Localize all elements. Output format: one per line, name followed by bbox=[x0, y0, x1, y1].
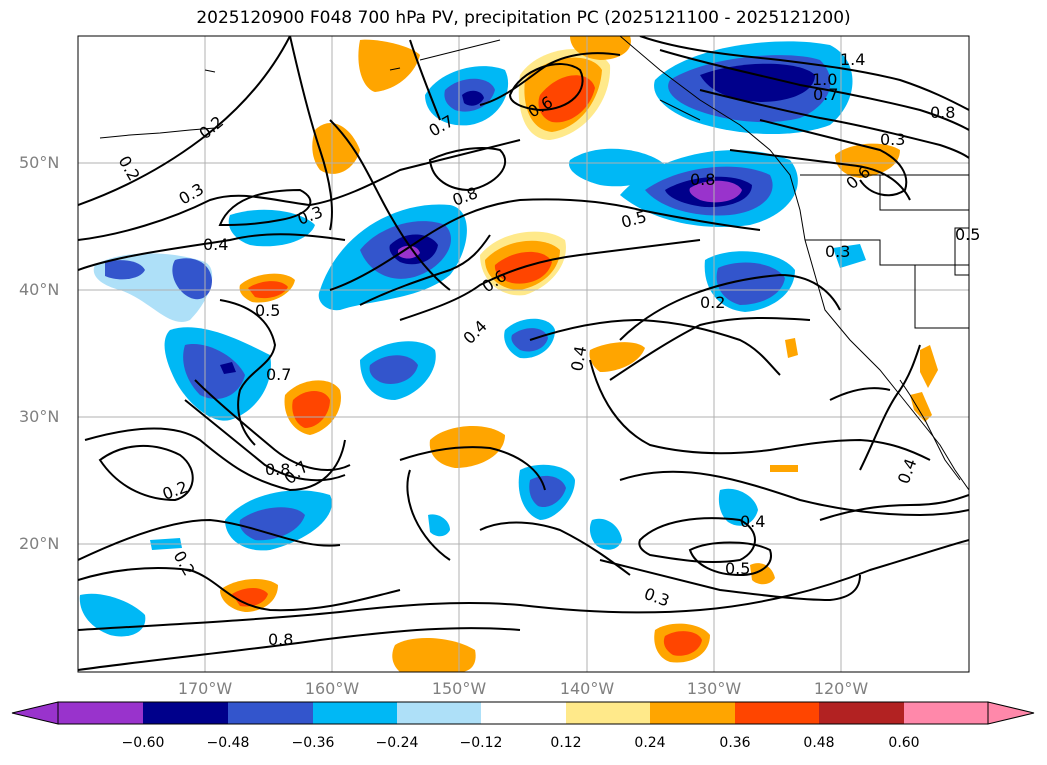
colorbar-tick: −0.60 bbox=[121, 735, 165, 751]
lat-label: 40°N bbox=[19, 280, 60, 299]
contour-label: 0.8 bbox=[268, 630, 293, 649]
colorbar-segment bbox=[735, 702, 819, 724]
lon-label: 170°W bbox=[177, 679, 233, 698]
colorbar-tick: −0.48 bbox=[206, 735, 250, 751]
colorbar-tick: 0.36 bbox=[719, 735, 751, 751]
colorbar-tick: 0.48 bbox=[803, 735, 835, 751]
contour-label: 0.2 bbox=[170, 548, 199, 580]
graticule bbox=[78, 36, 969, 672]
contour-label: 0.3 bbox=[642, 584, 672, 611]
contour-label: 0.8 bbox=[690, 170, 715, 189]
contour-label: 0.3 bbox=[295, 202, 325, 229]
colorbar-segment bbox=[313, 702, 397, 724]
colorbar-segment bbox=[481, 702, 566, 724]
contour-label: 0.4 bbox=[567, 344, 590, 372]
contour-label: 0.2 bbox=[160, 477, 190, 504]
contour-label: 0.5 bbox=[619, 207, 649, 232]
colorbar-segment bbox=[143, 702, 228, 724]
colorbar-tick: −0.24 bbox=[375, 735, 419, 751]
lon-label: 120°W bbox=[813, 679, 869, 698]
lat-label: 30°N bbox=[19, 407, 60, 426]
contour-label: 0.3 bbox=[825, 242, 850, 261]
contour-label: 0.3 bbox=[880, 130, 905, 149]
colorbar-extend-high bbox=[987, 701, 1035, 725]
contour-label: 0.2 bbox=[195, 112, 227, 143]
lon-label: 150°W bbox=[431, 679, 487, 698]
colorbar-extend-low bbox=[11, 701, 59, 725]
colorbar-segment bbox=[58, 702, 143, 724]
contour-label: 0.4 bbox=[894, 456, 921, 486]
contour-label: 0.4 bbox=[459, 316, 490, 347]
contour-label: 0.5 bbox=[955, 225, 980, 244]
contour-label: 0.7 bbox=[813, 85, 838, 104]
coastlines bbox=[99, 36, 969, 491]
contour-label: 1.0 bbox=[812, 70, 837, 89]
lon-label: 140°W bbox=[559, 679, 615, 698]
colorbar bbox=[11, 701, 1035, 725]
lon-label: 130°W bbox=[686, 679, 742, 698]
contour-label: 0.5 bbox=[255, 301, 280, 320]
contour-label: 0.8 bbox=[930, 103, 955, 122]
contour-label: 0.2 bbox=[700, 293, 725, 312]
lat-label: 50°N bbox=[19, 153, 60, 172]
colorbar-tick: −0.12 bbox=[459, 735, 503, 751]
contour-label: 1.4 bbox=[840, 50, 865, 69]
colorbar-tick: −0.36 bbox=[291, 735, 335, 751]
contour-label: 0.8 bbox=[265, 460, 290, 479]
contour-label: 0.4 bbox=[740, 512, 765, 531]
colorbar-tick: 0.12 bbox=[550, 735, 582, 751]
contour-label: 0.5 bbox=[725, 559, 750, 578]
colorbar-segment bbox=[650, 702, 735, 724]
lat-label: 20°N bbox=[19, 534, 60, 553]
colorbar-segment bbox=[566, 702, 650, 724]
colorbar-segment bbox=[228, 702, 313, 724]
colorbar-segment bbox=[904, 702, 988, 724]
contour-label: 0.7 bbox=[266, 365, 291, 384]
colorbar-tick: 0.60 bbox=[888, 735, 920, 751]
colorbar-segment bbox=[397, 702, 481, 724]
contour-labels: 0.2 0.2 0.3 0.3 0.4 0.5 0.7 0.8 0.7 0.6 … bbox=[115, 50, 981, 649]
map-title: 2025120900 F048 700 hPa PV, precipitatio… bbox=[196, 8, 851, 28]
contour-label: 0.4 bbox=[203, 235, 228, 254]
colorbar-segment bbox=[819, 702, 904, 724]
lon-label: 160°W bbox=[304, 679, 360, 698]
pv-contours bbox=[78, 36, 969, 671]
colorbar-tick: 0.24 bbox=[634, 735, 666, 751]
